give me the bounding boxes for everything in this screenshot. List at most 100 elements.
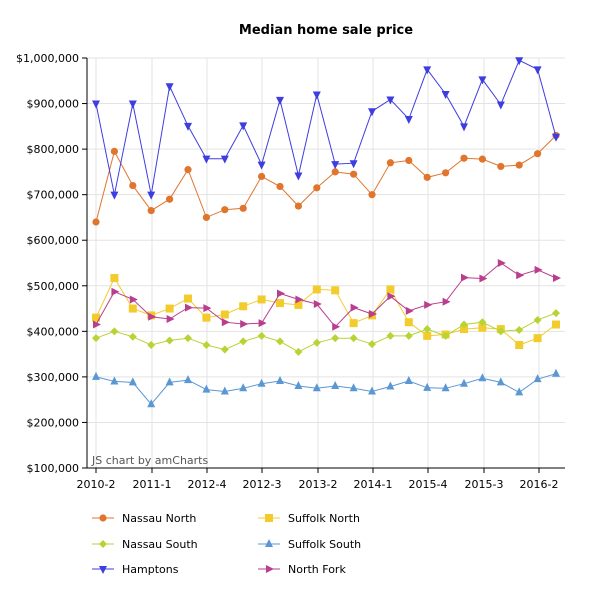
data-point-marker <box>405 306 414 315</box>
data-point-marker <box>184 294 192 303</box>
data-point-marker <box>128 304 137 313</box>
y-tick-label: $800,000 <box>27 143 80 156</box>
y-tick-label: $700,000 <box>27 189 80 202</box>
legend-item[interactable]: Hamptons <box>92 563 179 576</box>
data-point-marker <box>239 204 247 212</box>
data-point-marker <box>239 302 248 311</box>
data-point-marker <box>277 289 285 298</box>
data-point-marker <box>93 320 101 329</box>
data-point-marker <box>295 295 304 304</box>
data-point-marker <box>461 273 469 282</box>
chart-title: Median home sale price <box>239 23 413 38</box>
data-point-marker <box>92 218 100 226</box>
data-point-marker <box>294 172 303 181</box>
data-point-marker <box>478 323 487 332</box>
data-point-marker <box>312 91 321 100</box>
y-tick-label: $900,000 <box>27 98 80 111</box>
x-tick-label: 2013-2 <box>299 478 338 491</box>
x-tick-label: 2012-3 <box>243 478 282 491</box>
data-point-marker <box>240 320 249 329</box>
legend-item[interactable]: Nassau South <box>92 538 198 551</box>
legend-item[interactable]: Suffolk South <box>258 538 361 551</box>
data-point-marker <box>552 133 560 142</box>
data-point-marker <box>515 325 524 334</box>
data-point-marker <box>202 213 210 222</box>
data-point-marker <box>166 315 175 324</box>
data-point-marker <box>441 383 450 392</box>
data-point-marker <box>479 274 488 283</box>
data-point-marker <box>497 259 506 267</box>
data-point-marker <box>220 155 229 164</box>
data-point-marker <box>423 325 432 334</box>
data-point-marker <box>147 191 156 200</box>
y-tick-label: $500,000 <box>27 280 80 293</box>
data-point-marker <box>276 96 284 105</box>
data-point-marker <box>165 377 174 386</box>
data-point-marker <box>312 338 321 347</box>
y-tick-label: $300,000 <box>27 371 80 384</box>
series-line <box>95 373 557 405</box>
data-point-marker <box>165 304 174 313</box>
data-point-marker <box>92 334 100 343</box>
data-point-marker <box>478 318 487 327</box>
data-point-marker <box>424 300 433 309</box>
data-point-marker <box>221 206 229 214</box>
data-point-marker <box>110 147 118 155</box>
data-point-marker <box>276 337 284 346</box>
data-point-marker <box>423 382 432 391</box>
data-point-marker <box>496 101 505 110</box>
data-point-marker <box>533 334 542 343</box>
data-point-marker <box>441 90 450 99</box>
legend-swatch-marker <box>266 565 274 573</box>
data-point-marker <box>313 300 322 308</box>
data-point-marker <box>92 371 100 380</box>
data-point-marker <box>147 207 155 215</box>
data-point-marker <box>129 295 138 304</box>
data-point-marker <box>533 66 542 75</box>
data-point-marker <box>496 377 505 386</box>
data-point-marker <box>276 182 284 191</box>
grid <box>87 57 565 468</box>
data-point-marker <box>460 320 468 329</box>
data-point-marker <box>423 66 432 75</box>
data-point-marker <box>496 327 505 336</box>
legend-item[interactable]: North Fork <box>258 563 346 576</box>
data-point-marker <box>350 303 359 312</box>
x-tick-label: 2015-3 <box>465 478 504 491</box>
legend-label: Nassau North <box>122 512 196 525</box>
data-point-marker <box>460 123 468 132</box>
data-point-marker <box>276 299 284 308</box>
series-layer <box>92 57 561 408</box>
legend: Nassau North Suffolk North Nassau South Suf… <box>92 512 361 576</box>
y-tick-label: $600,000 <box>27 234 80 247</box>
data-point-marker <box>386 331 395 340</box>
y-tick-label: $1,000,000 <box>16 52 79 65</box>
x-tick-label: 2012-4 <box>188 478 227 491</box>
legend-item[interactable]: Suffolk North <box>258 512 360 525</box>
data-point-marker <box>386 96 395 105</box>
data-point-marker <box>185 303 193 312</box>
data-point-marker <box>405 156 413 165</box>
data-point-marker <box>220 345 229 354</box>
data-point-marker <box>386 285 395 294</box>
data-point-marker <box>404 116 413 125</box>
data-point-marker <box>257 378 266 387</box>
data-point-marker <box>128 332 137 341</box>
data-point-marker <box>110 327 119 336</box>
series-nassau-north <box>92 131 560 226</box>
legend-item[interactable]: Nassau North <box>92 512 196 525</box>
y-tick-label: $400,000 <box>27 325 80 338</box>
x-tick-label: 2014-1 <box>354 478 393 491</box>
data-point-marker <box>147 341 156 349</box>
chart-credit[interactable]: JS chart by amCharts <box>91 454 208 467</box>
data-point-marker <box>165 83 174 92</box>
data-point-marker <box>294 381 303 389</box>
data-point-marker <box>460 325 468 334</box>
data-point-marker <box>423 173 431 181</box>
x-tick-label: 2015-4 <box>409 478 448 491</box>
data-point-marker <box>533 315 542 324</box>
series-line <box>95 276 557 346</box>
data-point-marker <box>478 76 487 85</box>
legend-label: Suffolk North <box>288 512 360 525</box>
